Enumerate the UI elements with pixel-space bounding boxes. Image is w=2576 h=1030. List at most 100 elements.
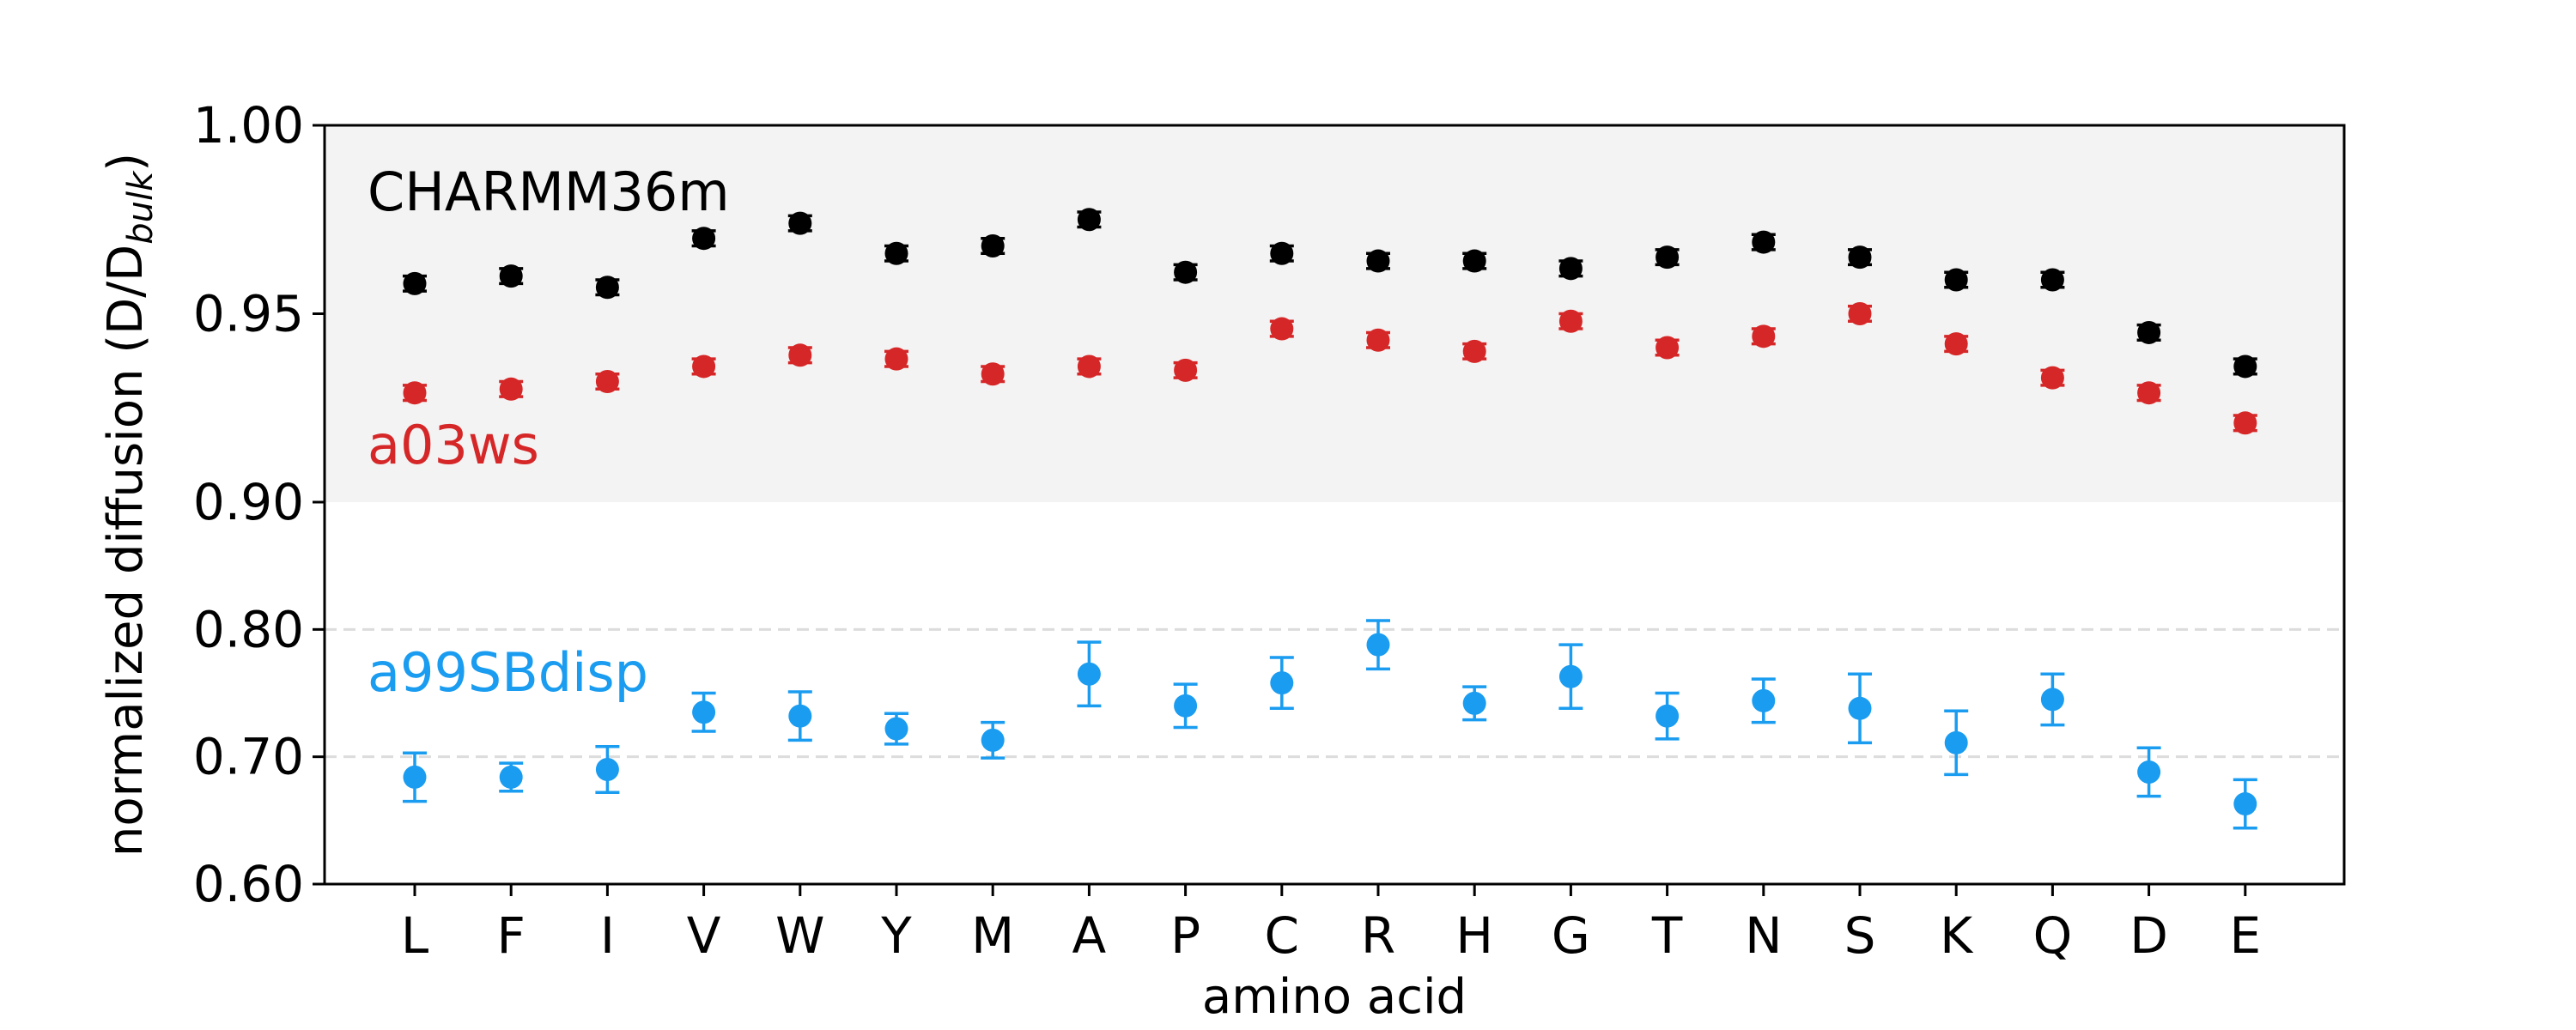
- y-tick-label: 0.60: [193, 855, 304, 913]
- data-point: [403, 381, 427, 405]
- data-point: [692, 700, 716, 724]
- x-tick-label: K: [1940, 906, 1974, 965]
- data-point: [1462, 249, 1486, 273]
- data-point: [595, 370, 619, 394]
- plot-frame: [323, 124, 2346, 886]
- data-point: [1944, 730, 1968, 754]
- x-tick-label: M: [971, 906, 1014, 965]
- data-point: [1848, 245, 1872, 270]
- y-tick-label: 0.70: [193, 728, 304, 786]
- series-label-charmm36m: CHARMM36m: [368, 161, 730, 223]
- x-tick-label: I: [600, 906, 615, 965]
- data-point: [1174, 358, 1198, 382]
- data-point: [1077, 662, 1101, 686]
- x-tick-label: H: [1455, 906, 1493, 965]
- data-point: [403, 765, 427, 789]
- data-point: [2137, 381, 2161, 405]
- series-label-a99sbdisp: a99SBdisp: [368, 641, 648, 704]
- x-tick-label: C: [1265, 906, 1300, 965]
- data-point: [1174, 260, 1198, 284]
- data-point: [788, 343, 812, 367]
- data-layer: [403, 208, 2257, 830]
- data-point: [981, 728, 1005, 752]
- x-tick-label: F: [497, 906, 526, 965]
- x-tick-label: P: [1170, 906, 1200, 965]
- series-a03ws: [403, 302, 2257, 435]
- data-point: [2233, 354, 2257, 379]
- x-tick-label: W: [775, 906, 824, 965]
- data-point: [595, 758, 619, 781]
- data-point: [1752, 688, 1776, 712]
- data-point: [1366, 249, 1390, 273]
- x-tick-label: Y: [880, 906, 912, 965]
- data-point: [1077, 208, 1101, 232]
- data-point: [981, 362, 1005, 386]
- data-point: [1174, 694, 1198, 718]
- y-tick-label: 1.00: [193, 96, 304, 154]
- data-point: [1558, 257, 1583, 281]
- data-point: [499, 377, 523, 401]
- x-tick-label: R: [1361, 906, 1395, 965]
- data-point: [403, 271, 427, 295]
- data-point: [1462, 691, 1486, 715]
- x-axis-label: amino acid: [1202, 969, 1467, 1025]
- series-label-a03ws: a03ws: [368, 414, 539, 476]
- y-tick-label: 0.95: [193, 285, 304, 343]
- data-point: [1366, 633, 1390, 657]
- x-tick-label: T: [1651, 906, 1683, 965]
- upper-shaded-region: [325, 125, 2344, 502]
- data-point: [692, 354, 716, 379]
- data-point: [1366, 328, 1390, 352]
- data-point: [1752, 230, 1776, 254]
- y-tick-label: 0.80: [193, 600, 304, 658]
- data-point: [499, 765, 523, 789]
- x-tick-label: S: [1844, 906, 1876, 965]
- data-point: [981, 233, 1005, 258]
- y-axis-label: normalized diffusion (D/Dbulk): [98, 153, 161, 857]
- data-point: [884, 241, 908, 265]
- data-point: [1752, 324, 1776, 348]
- background-layer: [325, 125, 2344, 502]
- y-tick-label: 0.90: [193, 473, 304, 531]
- data-point: [1270, 671, 1294, 695]
- x-tick-label: D: [2129, 906, 2168, 965]
- x-tick-label: N: [1745, 906, 1782, 965]
- data-point: [1077, 354, 1101, 379]
- data-point: [595, 276, 619, 300]
- x-tick-label: Q: [2033, 906, 2073, 965]
- data-point: [692, 227, 716, 251]
- labels-layer: 0.90 0.95 1.00 0.60 0.70 0.80 L F I V W Y M A P C R H G T N S…: [98, 96, 2261, 1025]
- data-point: [1270, 241, 1294, 265]
- data-point: [1558, 664, 1583, 688]
- data-point: [1848, 696, 1872, 720]
- x-tick-label: G: [1552, 906, 1590, 965]
- data-point: [788, 704, 812, 728]
- data-point: [788, 211, 812, 235]
- x-tick-label: A: [1072, 906, 1107, 965]
- data-point: [2233, 411, 2257, 435]
- x-tick-label: V: [687, 906, 721, 965]
- data-point: [1462, 339, 1486, 363]
- data-point: [2233, 792, 2257, 816]
- data-point: [2040, 268, 2064, 292]
- data-point: [1848, 302, 1872, 325]
- data-point: [1656, 245, 1680, 270]
- axes-layer: [313, 124, 2346, 896]
- data-point: [499, 264, 523, 288]
- x-tick-label: E: [2229, 906, 2261, 965]
- data-point: [1944, 332, 1968, 356]
- series-charmm36m: [403, 208, 2257, 379]
- data-point: [2137, 320, 2161, 344]
- data-point: [1656, 704, 1680, 728]
- data-point: [1656, 336, 1680, 360]
- data-point: [884, 347, 908, 371]
- data-point: [1944, 268, 1968, 292]
- gridline-layer: [325, 627, 2344, 759]
- data-point: [2137, 760, 2161, 784]
- series-a99sbdisp: [403, 619, 2257, 830]
- data-point: [1270, 317, 1294, 341]
- data-point: [2040, 688, 2064, 712]
- data-point: [884, 717, 908, 741]
- data-point: [1558, 309, 1583, 333]
